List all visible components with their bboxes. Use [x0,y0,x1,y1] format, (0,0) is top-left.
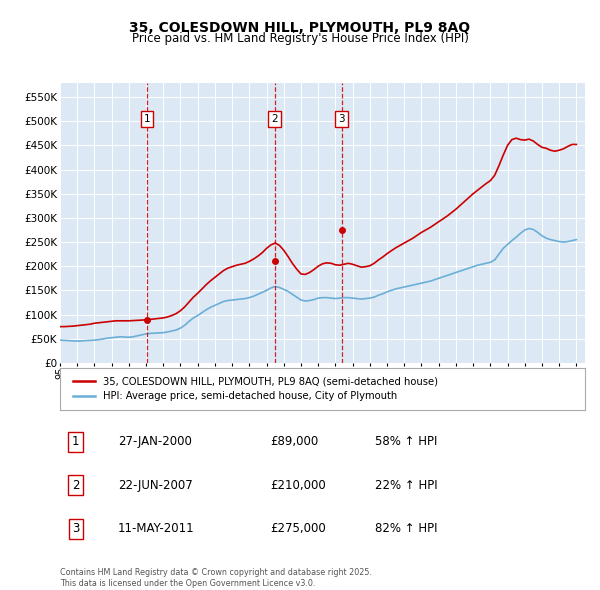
Text: 27-JAN-2000: 27-JAN-2000 [118,435,191,448]
Text: 2: 2 [72,478,79,492]
Text: 1: 1 [144,114,151,124]
Text: 3: 3 [72,522,79,535]
Text: Price paid vs. HM Land Registry's House Price Index (HPI): Price paid vs. HM Land Registry's House … [131,32,469,45]
Text: 3: 3 [338,114,345,124]
Text: 11-MAY-2011: 11-MAY-2011 [118,522,194,535]
Text: 22-JUN-2007: 22-JUN-2007 [118,478,193,492]
Text: 22% ↑ HPI: 22% ↑ HPI [375,478,437,492]
Text: £275,000: £275,000 [270,522,326,535]
Text: 1: 1 [72,435,79,448]
Text: 82% ↑ HPI: 82% ↑ HPI [375,522,437,535]
Text: £89,000: £89,000 [270,435,318,448]
Text: 58% ↑ HPI: 58% ↑ HPI [375,435,437,448]
Text: 2: 2 [271,114,278,124]
Text: Contains HM Land Registry data © Crown copyright and database right 2025.
This d: Contains HM Land Registry data © Crown c… [60,568,372,588]
Text: £210,000: £210,000 [270,478,326,492]
Legend: 35, COLESDOWN HILL, PLYMOUTH, PL9 8AQ (semi-detached house), HPI: Average price,: 35, COLESDOWN HILL, PLYMOUTH, PL9 8AQ (s… [70,373,441,404]
Text: 35, COLESDOWN HILL, PLYMOUTH, PL9 8AQ: 35, COLESDOWN HILL, PLYMOUTH, PL9 8AQ [130,21,470,35]
